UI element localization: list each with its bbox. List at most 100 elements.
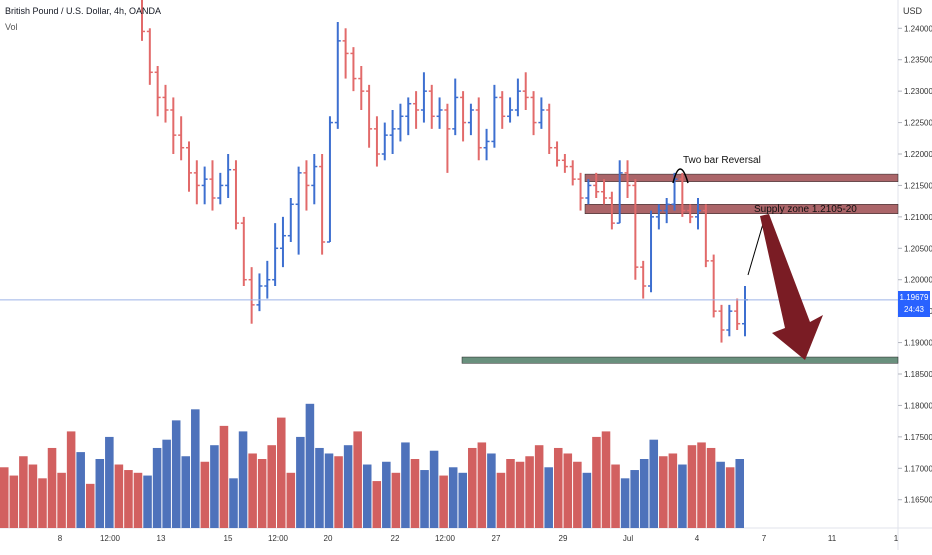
supply-zone	[584, 204, 899, 214]
volume-bar	[725, 467, 735, 528]
volume-bar	[659, 456, 668, 528]
ohlc-bar	[319, 154, 326, 255]
supply-zone-label: Supply zone 1.2105-20	[754, 204, 857, 215]
price-tick-label: 1.21000	[904, 213, 932, 222]
ohlc-bar	[499, 91, 506, 129]
volume-bar	[171, 420, 181, 528]
projection-arrow	[760, 214, 823, 360]
axis-currency-label[interactable]: USD	[902, 6, 922, 16]
ohlc-bar	[522, 72, 529, 110]
volume-bar	[448, 467, 458, 528]
volume-bar	[334, 456, 343, 528]
volume-bar	[496, 472, 506, 528]
ohlc-bar	[381, 122, 388, 161]
ohlc-bar	[444, 103, 451, 173]
volume-bar	[429, 450, 439, 528]
ohlc-bar	[397, 103, 404, 142]
volume-bar	[105, 436, 114, 528]
volume-bar	[563, 453, 573, 528]
ohlc-bar	[326, 116, 333, 243]
ohlc-bar	[710, 254, 717, 318]
ohlc-bar	[569, 160, 576, 186]
volume-bar	[133, 472, 143, 528]
time-tick-label: Jul	[623, 534, 633, 543]
volume-bar	[248, 453, 257, 528]
volume-bar	[200, 461, 210, 528]
volume-bar	[439, 475, 448, 528]
volume-bar	[229, 478, 238, 528]
ohlc-bar	[185, 141, 192, 192]
volume-bar	[38, 478, 47, 528]
ohlc-bar	[217, 172, 224, 205]
ohlc-bar	[358, 66, 365, 110]
volume-bar	[305, 403, 315, 528]
price-tick-label: 1.20500	[904, 244, 932, 253]
volume-bar	[639, 459, 649, 528]
ohlc-bar	[366, 84, 373, 148]
time-tick-label: 11	[828, 534, 837, 543]
volume-bar	[152, 447, 162, 528]
ohlc-bar	[154, 66, 161, 117]
ohlc-bar	[413, 91, 420, 129]
volume-bar	[391, 472, 401, 528]
volume-bars	[0, 403, 744, 528]
ohlc-bar	[687, 204, 694, 224]
bar-countdown: 24:43	[903, 305, 925, 314]
ohlc-bar	[452, 78, 459, 136]
volume-bar	[257, 459, 267, 528]
volume-bar	[515, 461, 525, 528]
volume-bar	[582, 472, 592, 528]
time-tick-label: 1	[894, 534, 899, 543]
volume-bar	[420, 470, 429, 528]
ohlc-bar	[272, 223, 279, 286]
volume-bar	[735, 459, 744, 528]
price-tick-label: 1.17000	[904, 464, 932, 473]
volume-indicator-label[interactable]: Vol	[5, 22, 18, 32]
ohlc-bar	[428, 84, 435, 129]
volume-bar	[458, 472, 468, 528]
time-tick-label: 27	[492, 534, 501, 543]
time-tick-label: 4	[695, 534, 700, 543]
ohlc-bar	[141, 0, 145, 41]
volume-bar	[468, 447, 477, 528]
ohlc-bar	[577, 172, 584, 211]
ohlc-bar	[538, 97, 545, 129]
ohlc-bars	[141, 0, 748, 343]
time-tick-label: 12:00	[435, 534, 456, 543]
ohlc-bar	[264, 260, 271, 299]
ohlc-bar	[679, 172, 686, 217]
ohlc-bar	[193, 160, 200, 205]
volume-bar	[706, 447, 716, 528]
volume-bar	[343, 445, 353, 528]
volume-bar	[544, 467, 553, 528]
ohlc-bar	[491, 84, 498, 148]
volume-bar	[191, 409, 200, 528]
volume-bar	[315, 447, 324, 528]
ohlc-bar	[420, 72, 427, 123]
volume-bar	[630, 470, 639, 528]
last-price-tag: 1.19679 24:43	[898, 291, 930, 317]
price-tick-label: 1.20000	[904, 276, 932, 285]
ohlc-bar	[373, 116, 380, 167]
ohlc-bar	[601, 179, 608, 205]
price-tick-label: 1.22500	[904, 119, 932, 128]
volume-bar	[124, 470, 133, 528]
time-axis: 8 12:00 13 15 12:00 20 22 12:00 27 29 Jul 4 7 11 1	[58, 534, 899, 543]
ohlc-bar	[209, 160, 216, 211]
price-tick-label: 1.18000	[904, 401, 932, 410]
volume-bar	[47, 447, 57, 528]
volume-bar	[219, 425, 229, 528]
volume-bar	[324, 453, 334, 528]
ohlc-bar	[225, 154, 232, 198]
ohlc-bar	[303, 160, 310, 211]
price-tick-label: 1.23500	[904, 56, 932, 65]
volume-bar	[678, 464, 687, 528]
time-tick-label: 20	[324, 534, 333, 543]
volume-bar	[506, 459, 515, 528]
time-tick-label: 8	[58, 534, 63, 543]
volume-bar	[57, 472, 66, 528]
ohlc-bar	[342, 28, 349, 79]
